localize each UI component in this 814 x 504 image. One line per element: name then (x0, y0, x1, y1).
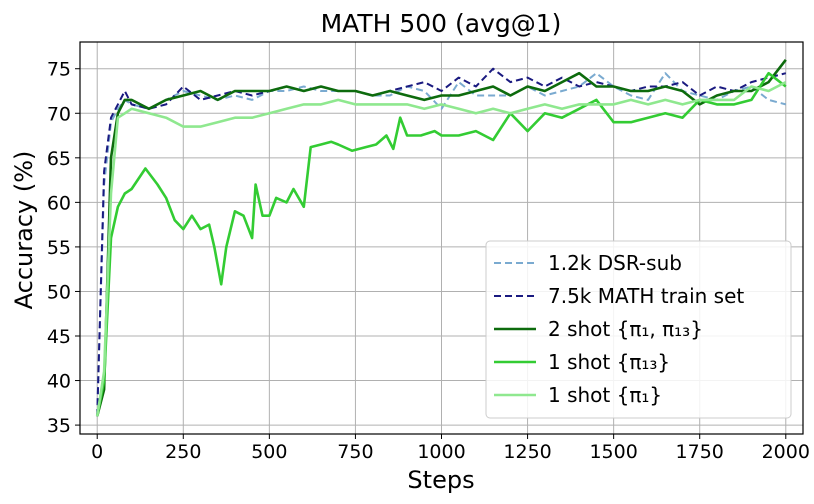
x-axis-label: Steps (407, 466, 474, 494)
x-tick-label: 1750 (676, 441, 724, 463)
x-tick-label: 0 (91, 441, 103, 463)
chart-title: MATH 500 (avg@1) (321, 9, 562, 38)
axis-ticks: 0 250 500 750 1000 1250 1500 1750 2000 35 40 45 50 55… (47, 59, 810, 463)
x-tick-label: 500 (251, 441, 287, 463)
series-line-1-shot (95, 80, 787, 417)
y-tick-label: 60 (47, 192, 71, 214)
y-tick-label: 65 (47, 148, 71, 170)
legend-label: 1.2k DSR-sub (548, 251, 682, 275)
x-tick-label: 1500 (589, 441, 637, 463)
y-tick-label: 55 (47, 237, 71, 259)
series-lines (95, 59, 787, 417)
series-line-1-shot (95, 71, 787, 417)
legend-label: 1 shot {π₁} (548, 383, 662, 407)
legend-label: 1 shot {π₁₃} (548, 350, 670, 374)
x-tick-label: 750 (337, 441, 373, 463)
legend-label: 7.5k MATH train set (548, 284, 744, 308)
legend-label: 2 shot {π₁, π₁₃} (548, 317, 703, 341)
legend: 1.2k DSR-sub 7.5k MATH train set 2 shot {π… (485, 240, 792, 419)
legend-box (485, 240, 792, 419)
y-axis-label: Accuracy (%) (10, 151, 38, 310)
y-tick-label: 70 (47, 103, 71, 125)
y-tick-label: 40 (47, 371, 71, 393)
x-tick-label: 2000 (762, 441, 810, 463)
y-tick-label: 45 (47, 326, 71, 348)
x-tick-label: 1000 (417, 441, 465, 463)
y-tick-label: 50 (47, 281, 71, 303)
y-tick-label: 75 (47, 59, 71, 81)
series-line-2-shot (95, 59, 787, 417)
x-tick-label: 1250 (503, 441, 551, 463)
x-tick-label: 250 (165, 441, 201, 463)
y-tick-label: 35 (47, 415, 71, 437)
